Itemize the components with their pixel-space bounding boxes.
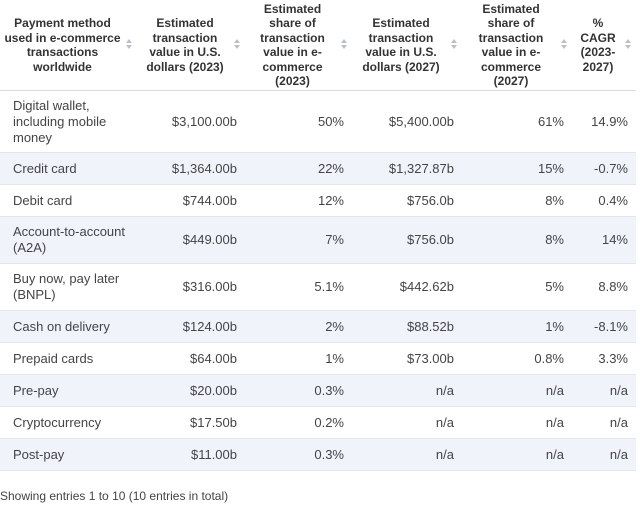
cell-value-2023: $449.00b: [137, 216, 245, 264]
cell-value-2027: $73.00b: [352, 342, 462, 375]
column-header-value-2027[interactable]: Estimated transaction value in U.S. doll…: [352, 0, 462, 91]
column-header-payment-method[interactable]: Payment method used in e-commerce transa…: [0, 0, 137, 91]
cell-value-2027: $5,400.00b: [352, 90, 462, 153]
cell-method: Buy now, pay later (BNPL): [0, 263, 137, 311]
cell-cagr: 0.4%: [572, 184, 636, 217]
table-header: Payment method used in e-commerce transa…: [0, 0, 636, 91]
sort-icon[interactable]: [625, 39, 632, 51]
cell-share-2027: n/a: [462, 438, 572, 471]
cell-share-2023: 0.3%: [245, 438, 352, 471]
cell-cagr: n/a: [572, 406, 636, 439]
table-row: Pre-pay $20.00b 0.3% n/a n/a n/a: [0, 374, 636, 407]
cell-share-2027: 61%: [462, 90, 572, 153]
cell-share-2023: 12%: [245, 184, 352, 217]
data-table: Payment method used in e-commerce transa…: [0, 0, 636, 471]
cell-share-2027: n/a: [462, 406, 572, 439]
column-header-value-2023[interactable]: Estimated transaction value in U.S. doll…: [137, 0, 245, 91]
sort-icon[interactable]: [341, 39, 348, 51]
column-header-share-2023[interactable]: Estimated share of transaction value in …: [245, 0, 352, 91]
cell-value-2027: n/a: [352, 438, 462, 471]
table-row: Post-pay $11.00b 0.3% n/a n/a n/a: [0, 438, 636, 471]
cell-value-2027: $88.52b: [352, 310, 462, 343]
table-row: Account-to-account (A2A) $449.00b 7% $75…: [0, 216, 636, 264]
cell-value-2027: n/a: [352, 374, 462, 407]
cell-cagr: 8.8%: [572, 263, 636, 311]
cell-cagr: n/a: [572, 438, 636, 471]
cell-value-2023: $744.00b: [137, 184, 245, 217]
cell-cagr: 14%: [572, 216, 636, 264]
cell-value-2023: $1,364.00b: [137, 152, 245, 185]
entries-info: Showing entries 1 to 10 (10 entries in t…: [0, 489, 229, 503]
column-header-cagr[interactable]: % CAGR (2023-2027): [572, 0, 636, 91]
table-row: Buy now, pay later (BNPL) $316.00b 5.1% …: [0, 263, 636, 311]
sort-icon[interactable]: [126, 39, 133, 51]
cell-share-2023: 0.3%: [245, 374, 352, 407]
cell-method: Cash on delivery: [0, 310, 137, 343]
cell-value-2023: $20.00b: [137, 374, 245, 407]
cell-method: Cryptocurrency: [0, 406, 137, 439]
cell-share-2023: 50%: [245, 90, 352, 153]
table-body: Digital wallet, including mobile money $…: [0, 90, 636, 471]
cell-cagr: -8.1%: [572, 310, 636, 343]
table-row: Debit card $744.00b 12% $756.0b 8% 0.4%: [0, 184, 636, 217]
cell-value-2027: $1,327.87b: [352, 152, 462, 185]
cell-share-2027: 0.8%: [462, 342, 572, 375]
cell-value-2023: $17.50b: [137, 406, 245, 439]
cell-cagr: n/a: [572, 374, 636, 407]
sort-icon[interactable]: [451, 39, 458, 51]
cell-share-2027: 8%: [462, 216, 572, 264]
cell-value-2023: $124.00b: [137, 310, 245, 343]
cell-share-2023: 1%: [245, 342, 352, 375]
sort-icon[interactable]: [234, 39, 241, 51]
cell-value-2027: $442.62b: [352, 263, 462, 311]
cell-value-2023: $316.00b: [137, 263, 245, 311]
cell-share-2023: 0.2%: [245, 406, 352, 439]
table-row: Digital wallet, including mobile money $…: [0, 90, 636, 153]
cell-share-2027: 1%: [462, 310, 572, 343]
cell-share-2023: 2%: [245, 310, 352, 343]
cell-value-2023: $3,100.00b: [137, 90, 245, 153]
cell-cagr: -0.7%: [572, 152, 636, 185]
cell-value-2027: $756.0b: [352, 216, 462, 264]
cell-share-2027: 15%: [462, 152, 572, 185]
cell-method: Post-pay: [0, 438, 137, 471]
table-row: Prepaid cards $64.00b 1% $73.00b 0.8% 3.…: [0, 342, 636, 375]
sort-icon[interactable]: [561, 39, 568, 51]
cell-method: Credit card: [0, 152, 137, 185]
table-row: Cryptocurrency $17.50b 0.2% n/a n/a n/a: [0, 406, 636, 439]
cell-value-2027: n/a: [352, 406, 462, 439]
cell-cagr: 14.9%: [572, 90, 636, 153]
cell-value-2023: $64.00b: [137, 342, 245, 375]
cell-value-2027: $756.0b: [352, 184, 462, 217]
table-row: Cash on delivery $124.00b 2% $88.52b 1% …: [0, 310, 636, 343]
cell-cagr: 3.3%: [572, 342, 636, 375]
cell-method: Prepaid cards: [0, 342, 137, 375]
cell-value-2023: $11.00b: [137, 438, 245, 471]
cell-method: Debit card: [0, 184, 137, 217]
table-row: Credit card $1,364.00b 22% $1,327.87b 15…: [0, 152, 636, 185]
cell-method: Digital wallet, including mobile money: [0, 90, 137, 153]
cell-share-2023: 22%: [245, 152, 352, 185]
cell-share-2027: 8%: [462, 184, 572, 217]
column-header-share-2027[interactable]: Estimated share of transaction value in …: [462, 0, 572, 91]
cell-share-2027: 5%: [462, 263, 572, 311]
cell-method: Account-to-account (A2A): [0, 216, 137, 264]
cell-share-2023: 5.1%: [245, 263, 352, 311]
cell-method: Pre-pay: [0, 374, 137, 407]
cell-share-2027: n/a: [462, 374, 572, 407]
cell-share-2023: 7%: [245, 216, 352, 264]
